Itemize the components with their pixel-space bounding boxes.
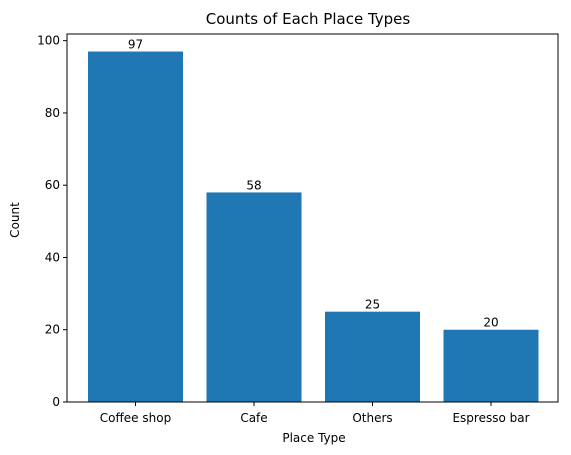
y-tick-label: 0 (52, 395, 60, 409)
bar-espresso-bar (443, 329, 539, 402)
bars-group (88, 51, 539, 403)
data-label: 58 (246, 178, 261, 192)
y-tick-label: 20 (45, 323, 60, 337)
y-axis-label: Count (8, 202, 22, 238)
x-axis-label: Place Type (282, 431, 345, 445)
bar-cafe (206, 192, 302, 402)
x-tick-label: Espresso bar (452, 411, 529, 425)
y-tick-label: 100 (37, 34, 60, 48)
data-label: 97 (128, 38, 143, 52)
chart-title: Counts of Each Place Types (206, 10, 411, 28)
x-tick-label: Coffee shop (100, 411, 171, 425)
bar-coffee-shop (88, 51, 183, 403)
y-tick-label: 40 (45, 250, 60, 264)
x-tick-label: Others (352, 411, 392, 425)
x-tick-label: Cafe (240, 411, 267, 425)
data-labels-group: 97 58 25 20 (128, 38, 499, 330)
y-tick-label: 80 (45, 106, 60, 120)
y-axis: 0 20 40 60 80 100 (37, 34, 67, 409)
plot-frame (66, 33, 559, 403)
bar-others (325, 311, 420, 402)
data-label: 20 (483, 316, 498, 330)
data-label: 25 (365, 298, 380, 312)
x-axis: Coffee shop Cafe Others Espresso bar (100, 402, 530, 425)
y-tick-label: 60 (45, 178, 60, 192)
